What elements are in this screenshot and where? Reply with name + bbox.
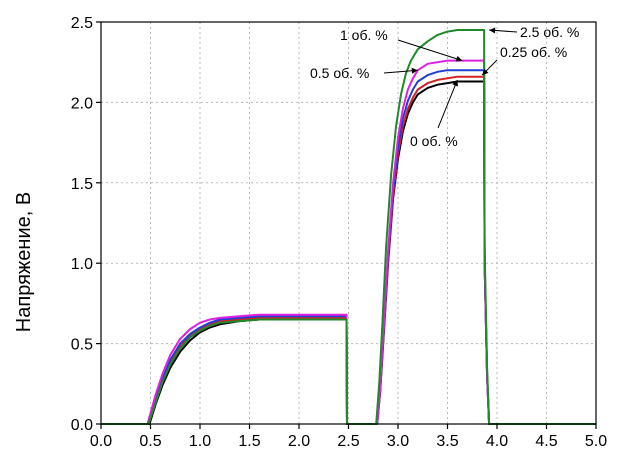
annotation-arrowhead <box>452 79 458 87</box>
annotation-arrowhead <box>489 27 496 34</box>
annotation-label: 1 об. % <box>340 27 388 43</box>
annotation-label: 2.5 об. % <box>520 24 579 40</box>
axis-ticks <box>96 21 597 429</box>
y-tick-label: 2.0 <box>71 95 93 112</box>
x-tick-label: 3.5 <box>436 433 458 450</box>
y-tick-label: 1.5 <box>71 176 93 193</box>
x-tick-label: 1.0 <box>189 433 211 450</box>
annotation-label: 0.5 об. % <box>310 65 369 81</box>
annotation-label: 0 об. % <box>410 133 458 149</box>
y-tick-labels: 0.0 0.5 1.0 1.5 2.0 2.5 <box>71 15 93 434</box>
x-tick-label: 2.5 <box>337 433 359 450</box>
annotation-arrowhead <box>411 67 418 74</box>
y-tick-label: 1.0 <box>71 256 93 273</box>
annotations: 1 об. % 0.5 об. % 2.5 об. % 0.25 об. % 0 об.… <box>310 24 579 149</box>
annotation-label: 0.25 об. % <box>500 44 567 60</box>
annotation-arrowhead <box>482 68 489 76</box>
x-tick-label: 4.5 <box>535 433 557 450</box>
x-tick-label: 1.5 <box>238 433 260 450</box>
y-axis-title: Напряжение, В <box>13 192 35 332</box>
y-tick-label: 2.5 <box>71 15 93 32</box>
x-tick-label: 3.0 <box>387 433 409 450</box>
x-tick-label: 2.0 <box>288 433 310 450</box>
x-tick-label: 5.0 <box>585 433 607 450</box>
x-tick-label: 0.0 <box>90 433 112 450</box>
grid <box>101 22 596 424</box>
annotation-arrow <box>437 79 458 129</box>
annotation-arrowhead <box>455 55 463 62</box>
series-line-4 <box>101 29 596 425</box>
y-tick-label: 0.5 <box>71 337 93 354</box>
x-tick-label: 4.0 <box>486 433 508 450</box>
y-tick-label: 0.0 <box>71 417 93 434</box>
x-tick-labels: 0.0 0.5 1.0 1.5 2.0 2.5 3.0 3.5 4.0 4.5 5.0 <box>90 433 607 450</box>
annotation-arrow <box>397 39 463 62</box>
x-tick-label: 0.5 <box>139 433 161 450</box>
